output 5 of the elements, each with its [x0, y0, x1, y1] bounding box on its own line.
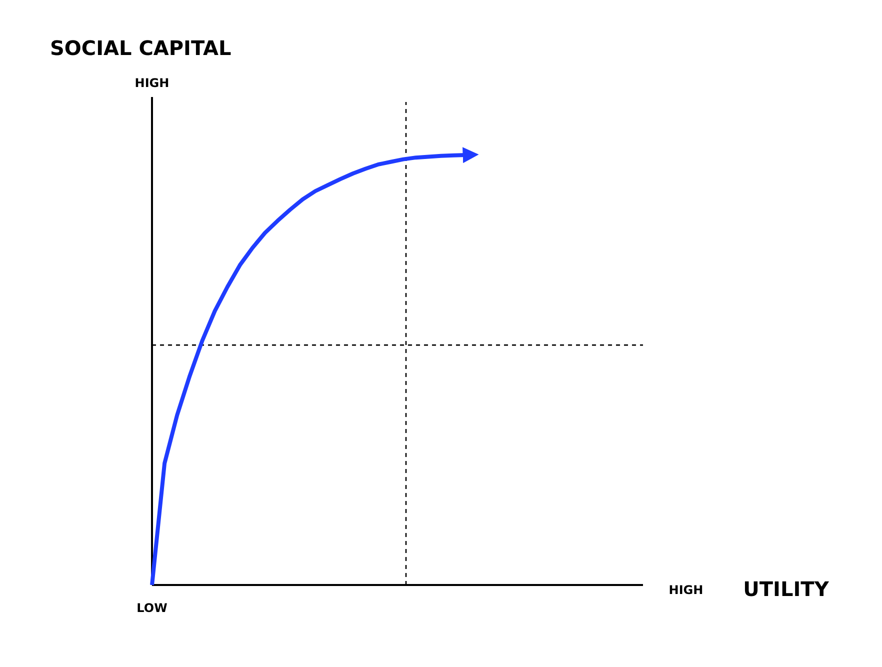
y-axis-title: SOCIAL CAPITAL [50, 36, 232, 60]
text: HIGH [134, 76, 170, 90]
text: UTILITY [743, 577, 830, 601]
text: HIGH [668, 583, 704, 597]
text: LOW [136, 601, 168, 615]
